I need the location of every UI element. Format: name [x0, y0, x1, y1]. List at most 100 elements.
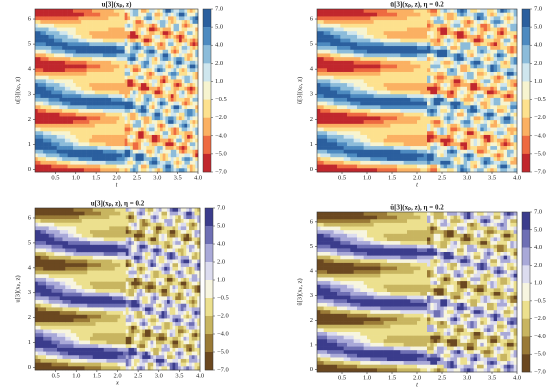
field-cell [78, 13, 81, 17]
field-cell [40, 65, 43, 69]
field-cell [430, 50, 434, 54]
field-cell [324, 146, 328, 150]
field-cell [68, 128, 71, 132]
field-cell [111, 39, 114, 43]
colorbar-tick-label: 4.0 [215, 42, 223, 49]
field-cell [364, 57, 368, 61]
field-cell [100, 116, 103, 120]
field-cell [127, 87, 130, 91]
field-cell [35, 76, 38, 80]
field-cell [68, 76, 71, 80]
field-cell [157, 16, 160, 20]
field-cell [380, 168, 384, 172]
field-cell [92, 42, 95, 46]
field-cell [427, 9, 431, 13]
field-cell [125, 146, 128, 150]
field-cell [59, 150, 62, 154]
field-cell [324, 31, 328, 35]
field-cell [347, 120, 351, 124]
field-cell [138, 31, 141, 35]
field-cell [414, 61, 418, 65]
field-cell [437, 61, 441, 65]
field-cell [89, 50, 92, 54]
field-cell [414, 35, 418, 39]
field-cell [38, 53, 41, 57]
field-cell [327, 165, 331, 169]
field-cell [337, 68, 341, 72]
field-cell [81, 146, 84, 150]
field-cell [324, 61, 328, 65]
field-cell [89, 13, 92, 17]
field-cell [125, 24, 128, 28]
field-cell [450, 113, 454, 117]
field-cell [155, 139, 158, 143]
field-cell [354, 102, 358, 106]
field-cell [163, 72, 166, 76]
field-cell [51, 146, 54, 150]
field-cell [152, 102, 155, 106]
field-cell [114, 76, 117, 80]
field-cell [337, 139, 341, 143]
field-cell [430, 98, 434, 102]
field-cell [68, 142, 71, 146]
field-cell [95, 79, 98, 83]
field-cell [410, 24, 414, 28]
field-cell [144, 131, 147, 135]
field-cell [95, 157, 98, 161]
field-cell [62, 124, 65, 128]
field-cell [49, 91, 52, 95]
field-cell [477, 161, 481, 165]
field-cell [417, 28, 421, 32]
field-cell [141, 91, 144, 95]
field-cell [484, 57, 488, 61]
field-cell [184, 46, 187, 50]
field-cell [97, 135, 100, 139]
field-cell [320, 131, 324, 135]
field-cell [330, 35, 334, 39]
field-cell [477, 131, 481, 135]
colorbar-segment [203, 118, 211, 136]
field-cell [103, 124, 106, 128]
field-cell [190, 39, 193, 43]
field-cell [95, 120, 98, 124]
field-cell [474, 76, 478, 80]
field-cell [51, 46, 54, 50]
field-cell [149, 9, 152, 13]
field-cell [59, 94, 62, 98]
field-cell [136, 20, 139, 24]
field-cell [400, 76, 404, 80]
field-cell [487, 91, 491, 95]
field-cell [440, 131, 444, 135]
field-cell [62, 168, 65, 172]
field-cell [122, 142, 125, 146]
field-cell [357, 42, 361, 46]
field-cell [410, 65, 414, 69]
field-cell [430, 165, 434, 169]
field-cell [38, 109, 41, 113]
field-cell [49, 31, 52, 35]
field-cell [477, 13, 481, 17]
field-cell [168, 53, 171, 57]
field-cell [119, 65, 122, 69]
field-cell [460, 39, 464, 43]
field-cell [108, 72, 111, 76]
field-cell [434, 116, 438, 120]
field-cell [380, 57, 384, 61]
field-cell [447, 53, 451, 57]
field-cell [49, 76, 52, 80]
field-cell [427, 165, 431, 169]
field-cell [174, 46, 177, 50]
field-cell [344, 57, 348, 61]
field-cell [357, 98, 361, 102]
field-cell [477, 57, 481, 61]
field-cell [152, 116, 155, 120]
field-cell [138, 91, 141, 95]
field-cell [480, 50, 484, 54]
field-cell [410, 68, 414, 72]
field-cell [457, 146, 461, 150]
field-cell [474, 153, 478, 157]
field-cell [89, 9, 92, 13]
field-cell [414, 161, 418, 165]
field-cell [410, 157, 414, 161]
field-cell [62, 72, 65, 76]
